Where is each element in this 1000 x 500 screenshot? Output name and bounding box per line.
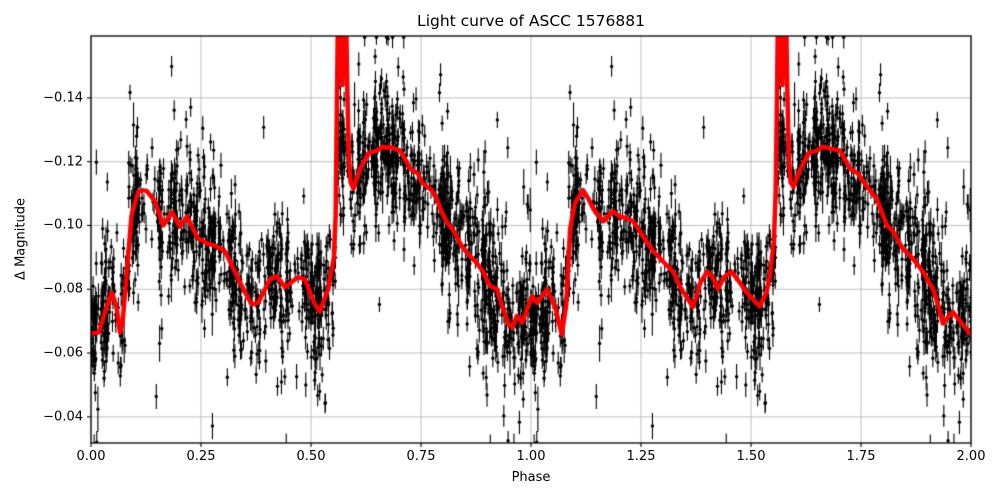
y-tick-label: −0.06 — [43, 345, 83, 361]
chart-title: Light curve of ASCC 1576881 — [417, 12, 645, 30]
y-tick-label: −0.14 — [43, 90, 83, 106]
x-tick-label: 1.25 — [626, 449, 656, 464]
x-tick-label: 1.75 — [846, 449, 876, 464]
y-tick-label: −0.10 — [43, 217, 83, 233]
x-tick-label: 0.00 — [76, 449, 106, 464]
x-tick-label: 0.50 — [296, 449, 326, 464]
y-axis-label: Δ Magnitude — [13, 198, 29, 280]
y-tick-label: −0.12 — [43, 154, 83, 170]
x-tick-label: 0.75 — [406, 449, 436, 464]
y-tick-label: −0.08 — [43, 281, 83, 297]
x-tick-label: 1.50 — [736, 449, 766, 464]
x-axis-label: Phase — [511, 470, 551, 485]
x-tick-label: 1.00 — [516, 449, 546, 464]
y-tick-label: −0.04 — [43, 409, 83, 425]
x-tick-label: 2.00 — [956, 449, 986, 464]
x-tick-label: 0.25 — [186, 449, 216, 464]
